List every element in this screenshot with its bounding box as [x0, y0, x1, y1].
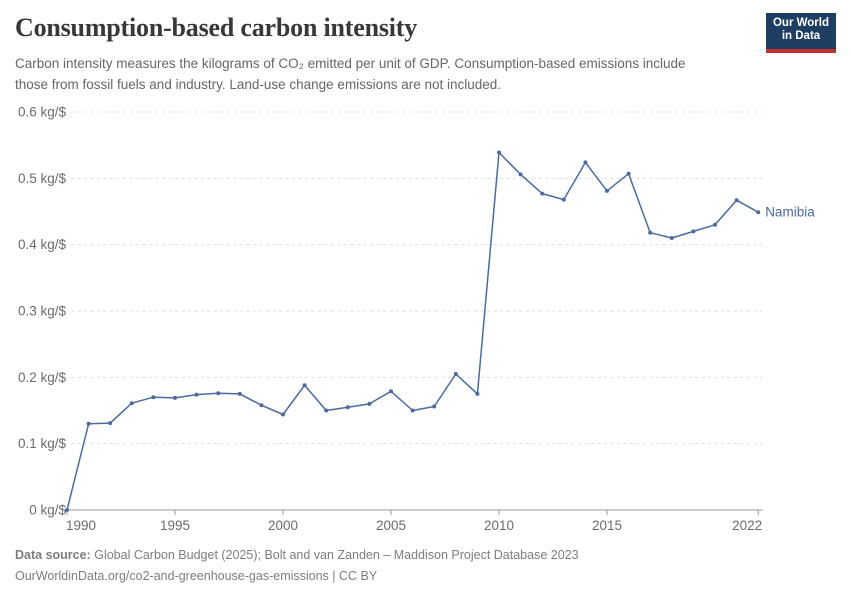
data-point[interactable] — [129, 401, 134, 406]
header-text: Consumption-based carbon intensity Carbo… — [15, 13, 715, 95]
owid-logo[interactable]: Our World in Data — [766, 13, 836, 53]
data-point[interactable] — [194, 392, 199, 397]
data-point[interactable] — [173, 395, 177, 400]
data-point[interactable] — [756, 210, 761, 215]
chart-subtitle: Carbon intensity measures the kilograms … — [15, 56, 686, 92]
data-source-text: Global Carbon Budget (2025); Bolt and va… — [94, 548, 579, 562]
data-point[interactable] — [389, 389, 393, 394]
y-tick-label: 0.3 kg/$ — [18, 304, 67, 319]
data-point[interactable] — [713, 222, 717, 227]
data-point[interactable] — [561, 197, 566, 202]
x-tick-label: 2022 — [732, 518, 762, 533]
data-source-label: Data source: — [15, 548, 91, 562]
data-source-line: Data source: Global Carbon Budget (2025)… — [15, 545, 579, 566]
chart-header: Consumption-based carbon intensity Carbo… — [15, 13, 836, 95]
data-point[interactable] — [648, 230, 653, 235]
data-point[interactable] — [669, 236, 674, 240]
y-tick-label: 0 kg/$ — [29, 503, 66, 518]
data-point[interactable] — [475, 391, 480, 396]
y-tick-label: 0.5 kg/$ — [18, 171, 67, 186]
data-point[interactable] — [734, 198, 739, 203]
data-point[interactable] — [367, 401, 372, 406]
data-point[interactable] — [216, 391, 221, 396]
data-point[interactable] — [259, 403, 264, 408]
data-point[interactable] — [324, 408, 329, 413]
x-tick-label: 1990 — [66, 518, 96, 533]
data-point[interactable] — [237, 391, 242, 396]
data-point[interactable] — [583, 160, 588, 165]
x-tick-label: 2005 — [376, 518, 406, 533]
x-tick-label: 2010 — [484, 518, 514, 533]
x-axis-labels: 1990 1995 2000 2005 2010 2015 2022 — [66, 518, 762, 533]
data-point[interactable] — [410, 408, 415, 413]
x-axis-ticks — [66, 510, 759, 515]
data-point[interactable] — [151, 395, 156, 400]
logo-line2: in Data — [781, 30, 821, 42]
data-point[interactable] — [345, 405, 350, 410]
data-point[interactable] — [605, 188, 609, 193]
series-line[interactable] — [66, 151, 759, 511]
data-point[interactable] — [453, 372, 458, 376]
data-point[interactable] — [432, 404, 437, 409]
y-tick-label: 0.2 kg/$ — [18, 370, 67, 385]
x-tick-label: 1995 — [160, 518, 190, 533]
y-tick-label: 0.1 kg/$ — [18, 436, 67, 451]
data-point[interactable] — [281, 412, 285, 417]
y-axis-labels: 0 kg/$ 0.1 kg/$ 0.2 kg/$ 0.3 kg/$ 0.4 kg/$ 0.… — [18, 105, 67, 518]
data-point[interactable] — [302, 383, 307, 388]
page-title: Consumption-based carbon intensity — [15, 13, 418, 42]
chart-footer: Data source: Global Carbon Budget (2025)… — [15, 545, 579, 587]
gridlines — [67, 111, 763, 511]
y-tick-label: 0.4 kg/$ — [18, 237, 67, 252]
data-point[interactable] — [540, 191, 545, 196]
series-label-namibia: Namibia — [765, 205, 815, 220]
x-tick-label: 2000 — [268, 518, 298, 533]
data-point[interactable] — [691, 229, 696, 234]
data-point[interactable] — [86, 421, 91, 426]
data-point[interactable] — [518, 172, 523, 177]
x-tick-label: 2015 — [592, 518, 622, 533]
series-namibia[interactable] — [65, 150, 761, 513]
data-point[interactable] — [497, 150, 501, 155]
footer-link[interactable]: OurWorldinData.org/co2-and-greenhouse-ga… — [15, 569, 378, 583]
data-point[interactable] — [65, 508, 69, 512]
logo-line1: Our World — [772, 17, 829, 29]
data-point[interactable] — [108, 421, 113, 426]
y-tick-label: 0.6 kg/$ — [18, 105, 67, 120]
data-point[interactable] — [626, 171, 631, 176]
